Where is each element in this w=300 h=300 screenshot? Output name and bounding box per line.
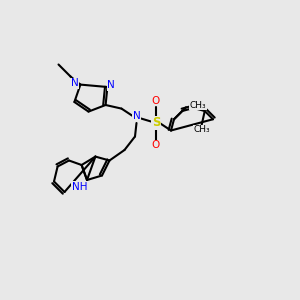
Text: NH: NH — [72, 182, 87, 192]
Text: CH₃: CH₃ — [190, 101, 206, 110]
Text: CH₃: CH₃ — [194, 125, 210, 134]
Text: O: O — [152, 140, 160, 151]
Text: O: O — [152, 95, 160, 106]
Text: N: N — [71, 78, 79, 88]
Text: N: N — [133, 111, 140, 121]
Text: S: S — [152, 116, 160, 130]
Text: N: N — [107, 80, 115, 91]
